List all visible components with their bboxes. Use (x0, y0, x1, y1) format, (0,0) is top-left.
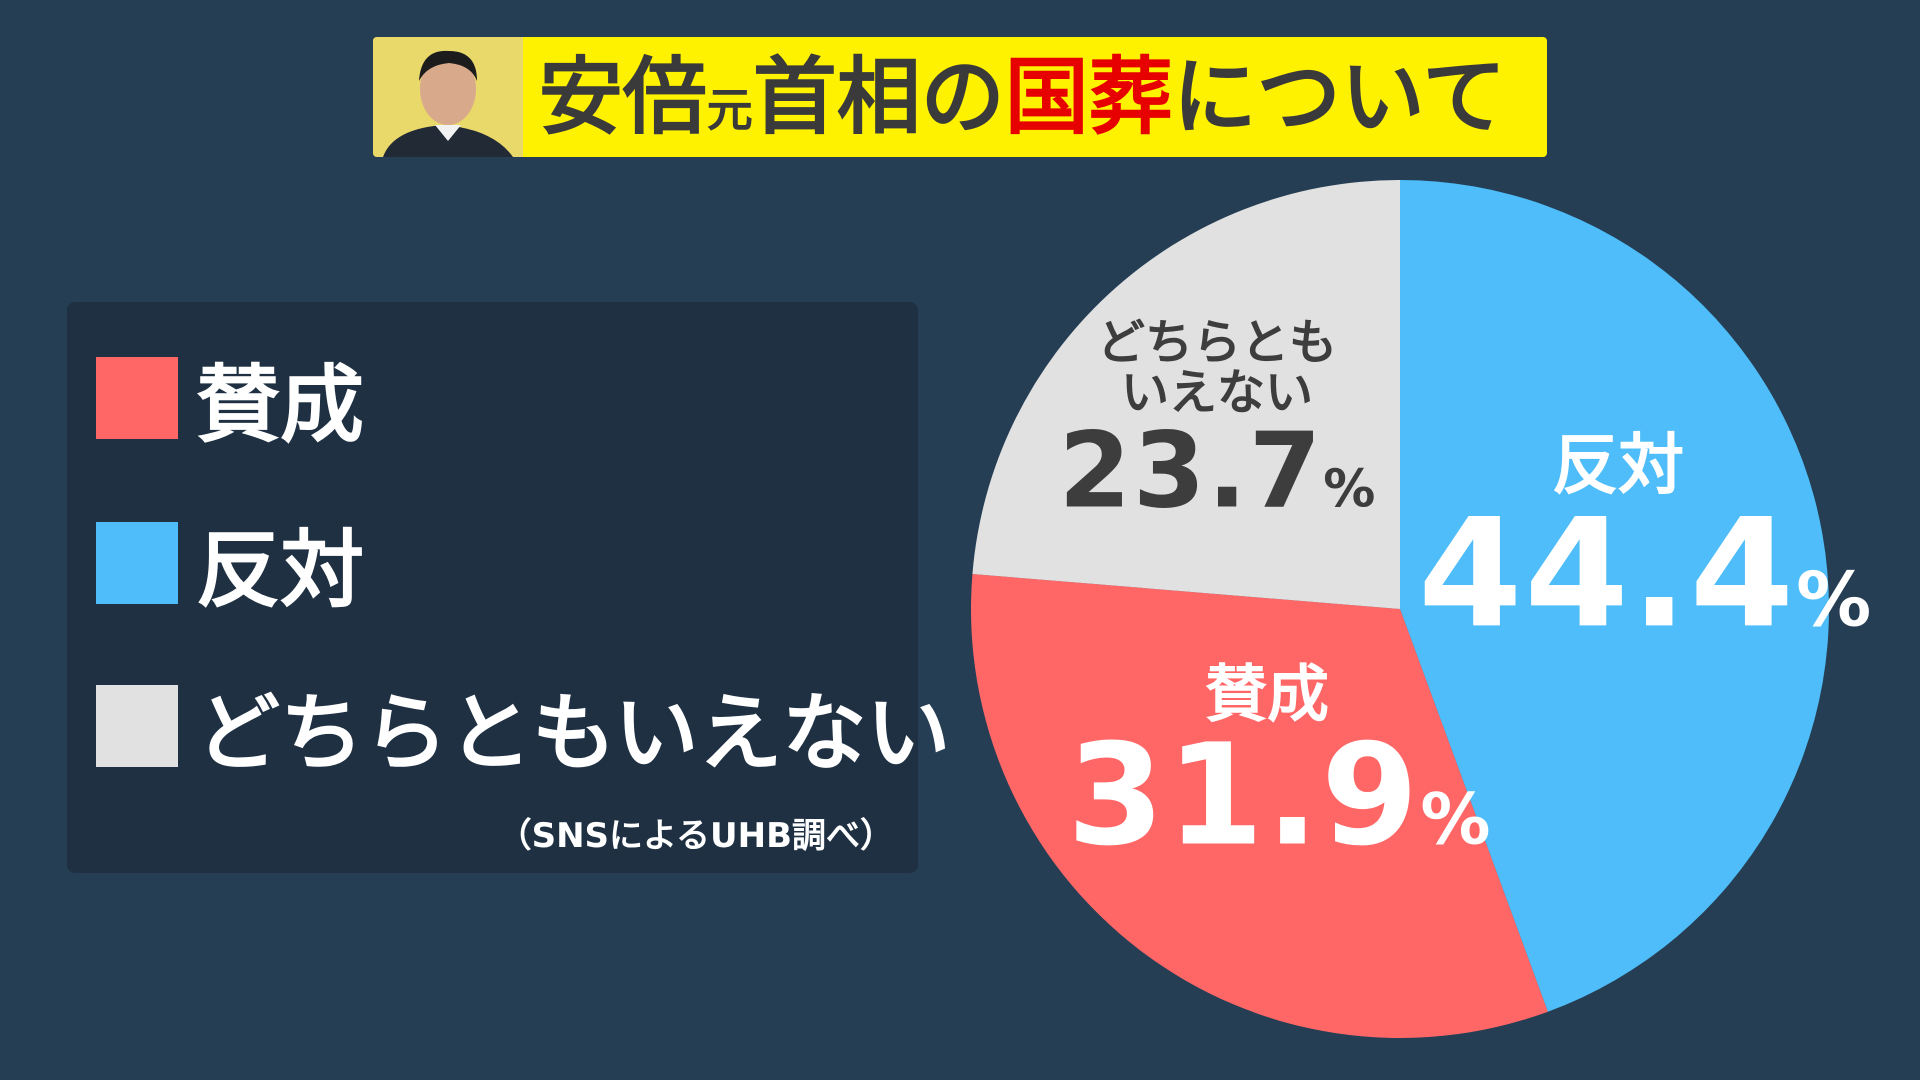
legend-swatch (96, 357, 178, 439)
legend-label: どちらともいえない (196, 683, 951, 782)
legend-label: 賛成 (196, 355, 365, 454)
source-note: （SNSによるUHB調べ） (497, 816, 894, 856)
legend-item: 賛成 (96, 353, 364, 454)
pie-slice (972, 180, 1400, 609)
legend: （SNSによるUHB調べ） 賛成反対どちらともいえない (67, 302, 950, 873)
slice-value: 23.7 (1058, 409, 1324, 532)
title-part: 安倍 (538, 48, 707, 146)
slice-category: 賛成 (1204, 657, 1329, 731)
slice-category: どちらともいえない (1096, 314, 1337, 421)
slice-value: 44.4 (1418, 487, 1797, 662)
slice-value-wrap: 44.4% (1418, 488, 1871, 662)
slice-label: 反対 44.4% (1418, 426, 1871, 650)
pie-slice (971, 573, 1548, 1038)
legend-label: 反対 (196, 520, 365, 619)
slice-value: 31.9 (1067, 714, 1421, 878)
slice-category: 反対 (1552, 426, 1684, 504)
chart-title: 安倍元首相の 国葬 について (518, 37, 1527, 157)
title-photo (373, 37, 523, 157)
title-part: 元 (706, 83, 753, 137)
legend-item: どちらともいえない (96, 681, 950, 782)
legend-swatch (96, 522, 178, 604)
legend-swatch (96, 685, 178, 767)
slice-unit: % (1796, 555, 1872, 644)
title-bar: 安倍元首相の 国葬 について (373, 37, 1547, 157)
slice-unit: % (1420, 778, 1491, 861)
legend-item: 反対 (96, 518, 364, 619)
slice-unit: % (1323, 459, 1376, 520)
title-part: 国葬 (1004, 48, 1173, 146)
pie-slice (1400, 180, 1829, 1012)
slice-value-wrap: 31.9% (1067, 715, 1491, 878)
slice-value-wrap: 23.7% (1059, 409, 1376, 531)
slice-label: 賛成 31.9% (1067, 657, 1491, 866)
title-part: について (1172, 48, 1507, 146)
slice-label: どちらともいえない 23.7% (957, 314, 1477, 522)
title-part: 首相の (752, 48, 1005, 146)
